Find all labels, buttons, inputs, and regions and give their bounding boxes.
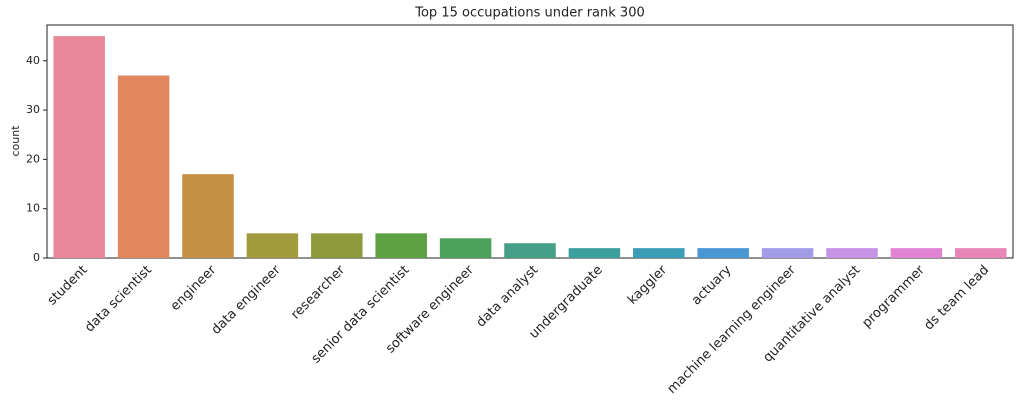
y-tick-label: 40	[26, 54, 40, 67]
bar	[311, 233, 363, 258]
bar	[439, 238, 492, 258]
x-tick-label: actuary	[689, 262, 735, 308]
bar	[826, 248, 878, 258]
bar	[117, 75, 170, 258]
y-tick-label: 20	[26, 152, 40, 165]
x-tick-label: data scientist	[82, 263, 155, 336]
bar	[182, 174, 234, 258]
x-tick-label: machine learning engineer	[665, 262, 800, 397]
bar	[504, 243, 556, 258]
bar	[53, 36, 105, 258]
y-tick-label: 30	[26, 103, 40, 116]
y-tick-label: 0	[33, 251, 40, 264]
x-tick-label: kaggler	[625, 262, 671, 308]
x-tick-label: data analyst	[474, 263, 542, 331]
bar	[955, 248, 1007, 258]
bar	[697, 248, 749, 258]
x-tick-label: researcher	[288, 262, 348, 322]
bar	[375, 233, 427, 258]
bar	[761, 248, 814, 258]
x-tick-label: ds team lead	[922, 263, 993, 334]
x-tick-label: engineer	[168, 262, 220, 314]
x-tick-label: data engineer	[209, 262, 284, 337]
bar	[246, 233, 299, 258]
bar	[568, 248, 621, 258]
y-axis-label: count	[9, 125, 22, 157]
x-tick-label: student	[45, 263, 91, 309]
chart-title: Top 15 occupations under rank 300	[414, 6, 645, 21]
bar	[890, 248, 943, 258]
bar	[633, 248, 685, 258]
x-tick-label: programmer	[859, 262, 928, 331]
y-tick-label: 10	[26, 202, 40, 215]
